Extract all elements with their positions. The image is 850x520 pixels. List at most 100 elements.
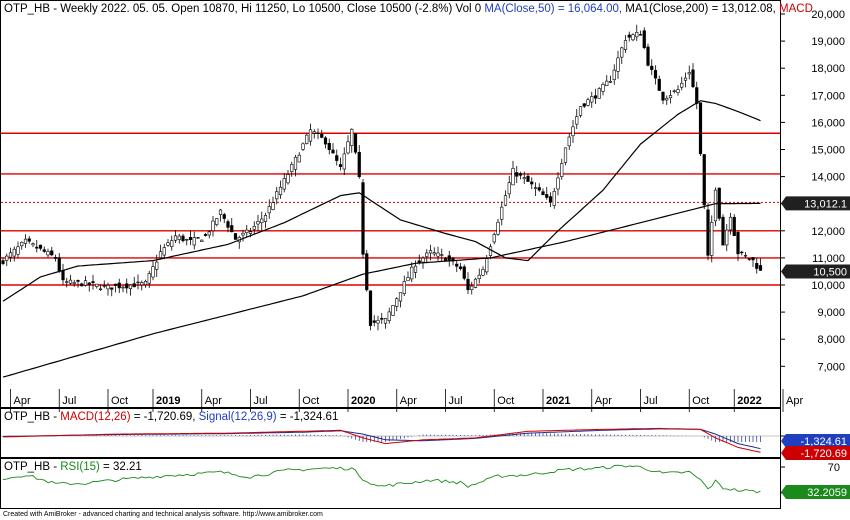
ma50-header-text: MA(Close,50) = 16,064.00, bbox=[484, 3, 625, 15]
rsi-line bbox=[2, 464, 761, 494]
candle-body bbox=[57, 257, 61, 272]
candle-body bbox=[46, 251, 50, 256]
candle-body bbox=[102, 285, 106, 287]
time-axis-tick-label: Apr bbox=[14, 395, 31, 407]
candle-body bbox=[687, 72, 691, 75]
candle-body bbox=[477, 274, 481, 279]
candle-body bbox=[575, 116, 579, 125]
price-header-text: OTP_HB - Weekly 2022. 05. 05. Open 10870… bbox=[4, 3, 484, 15]
candle-body bbox=[661, 91, 665, 101]
signal-tag-text: -1,324.61 bbox=[801, 436, 847, 448]
candle-body bbox=[387, 311, 391, 322]
ma200-header-text: MA1(Close,200) = 13,012.08, bbox=[625, 3, 779, 15]
candle-body bbox=[215, 218, 219, 225]
price-axis-tick-label: 19,000 bbox=[811, 36, 845, 48]
candle-body bbox=[706, 209, 710, 256]
candle-body bbox=[128, 284, 133, 289]
candle-body bbox=[466, 278, 470, 291]
candle-body bbox=[308, 129, 313, 142]
candle-body bbox=[350, 128, 354, 146]
candle-body bbox=[323, 137, 328, 145]
candle-body bbox=[91, 281, 95, 284]
candle-body bbox=[695, 87, 699, 104]
candle-body bbox=[162, 247, 166, 256]
candle-body bbox=[406, 277, 410, 282]
rsi-axis-tick-label: 70 bbox=[828, 462, 840, 474]
candle-body bbox=[230, 225, 234, 233]
time-axis-tick-label: Oct bbox=[692, 395, 709, 407]
candle-body bbox=[642, 30, 646, 48]
close-tag-bg bbox=[781, 264, 850, 279]
candle-body bbox=[125, 283, 129, 289]
candle-body bbox=[582, 103, 586, 107]
candle-body bbox=[177, 235, 181, 240]
time-axis-tick-label: Jul bbox=[449, 395, 463, 407]
candle-body bbox=[380, 318, 384, 320]
candle-body bbox=[173, 235, 178, 241]
price-axis-tick-label: 7,000 bbox=[817, 361, 845, 373]
candle-body bbox=[181, 235, 185, 242]
candle-body bbox=[612, 69, 616, 81]
candle-body bbox=[211, 220, 215, 231]
candle-body bbox=[462, 266, 466, 279]
candle-body bbox=[207, 231, 211, 236]
candle-body bbox=[590, 96, 594, 103]
candle-body bbox=[376, 320, 380, 324]
candle-body bbox=[192, 237, 196, 246]
candle-body bbox=[297, 154, 301, 163]
time-axis-tick-label: Jul bbox=[62, 395, 76, 407]
candle-body bbox=[533, 187, 538, 189]
candle-body bbox=[110, 287, 114, 290]
candle-body bbox=[53, 257, 58, 259]
price-pane-header: OTP_HB - Weekly 2022. 05. 05. Open 10870… bbox=[4, 3, 813, 15]
candle-body bbox=[301, 143, 305, 150]
candle-body bbox=[683, 77, 688, 81]
candle-body bbox=[593, 95, 598, 99]
rsi-pane-header: OTP_HB - RSI(15) = 32.21 bbox=[4, 461, 142, 473]
candle-body bbox=[616, 57, 620, 72]
signal-tag-bg bbox=[781, 434, 850, 448]
macd-tag-text: -1,720.69 bbox=[801, 448, 847, 460]
candle-body bbox=[38, 244, 43, 249]
candle-body bbox=[143, 281, 148, 286]
rsi-tag-bg bbox=[781, 485, 850, 499]
candle-body bbox=[571, 126, 575, 137]
candle-body bbox=[185, 239, 189, 241]
candle-body bbox=[61, 270, 65, 281]
candle-body bbox=[267, 206, 271, 214]
candle-body bbox=[72, 282, 76, 285]
candle-body bbox=[488, 246, 493, 256]
candle-body bbox=[620, 47, 624, 58]
candle-body bbox=[27, 238, 31, 242]
candle-body bbox=[188, 237, 193, 241]
candle-body bbox=[95, 283, 99, 287]
candle-body bbox=[203, 234, 208, 236]
price-axis-tick-label: 14,000 bbox=[811, 172, 845, 184]
time-axis-tick-label: Apr bbox=[786, 395, 803, 407]
candle-body bbox=[518, 173, 523, 176]
candle-body bbox=[316, 132, 320, 135]
candle-body bbox=[87, 282, 91, 285]
candle-body bbox=[140, 282, 144, 286]
candle-body bbox=[601, 83, 605, 92]
candle-body bbox=[83, 280, 88, 286]
candle-body bbox=[586, 99, 590, 106]
candle-body bbox=[458, 266, 463, 269]
candle-body bbox=[605, 80, 609, 87]
price-axis-tick-label: 12,000 bbox=[811, 226, 845, 238]
candle-body bbox=[346, 141, 350, 154]
price-axis: 7,0008,0009,00010,00011,00012,00013,0001… bbox=[780, 9, 845, 373]
candle-body bbox=[1, 260, 5, 264]
price-axis-tick-label: 18,000 bbox=[811, 63, 845, 75]
candle-body bbox=[200, 239, 204, 242]
candle-body bbox=[248, 231, 253, 234]
footer-credit: Created with AmiBroker - advanced charti… bbox=[3, 511, 323, 518]
candle-body bbox=[631, 34, 635, 41]
candle-body bbox=[503, 195, 508, 206]
price-axis-tick-label: 15,000 bbox=[811, 145, 845, 157]
candle-body bbox=[305, 134, 309, 144]
candle-body bbox=[758, 265, 763, 271]
candle-body bbox=[320, 134, 324, 138]
candle-body bbox=[233, 233, 238, 240]
candle-body bbox=[496, 221, 500, 235]
